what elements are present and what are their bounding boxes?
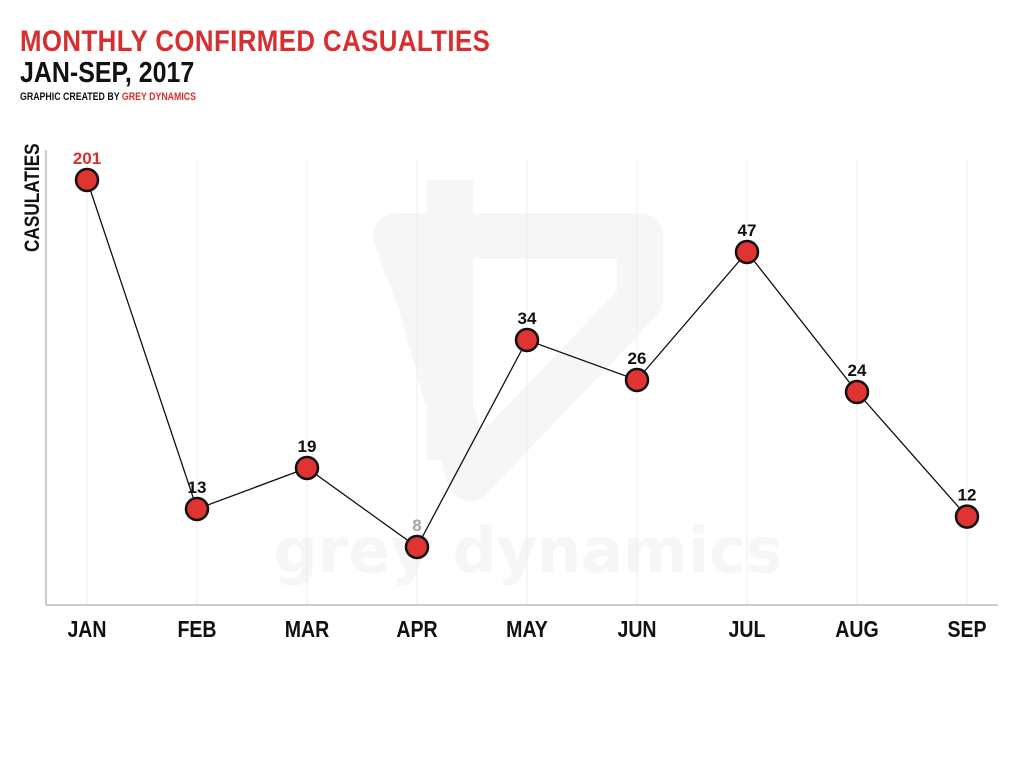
x-tick-aug: AUG [835,617,878,643]
x-tick-apr: APR [396,617,437,643]
data-label-may: 34 [518,309,537,328]
x-tick-jun: JUN [617,617,656,643]
credit-prefix: GRAPHIC CREATED BY [20,91,120,103]
data-label-apr: 8 [412,516,421,535]
data-label-mar: 19 [298,437,317,456]
grey-dynamics-logo-icon [373,180,663,501]
data-point-may[interactable] [514,327,540,353]
data-label-aug: 24 [848,361,867,380]
x-tick-jan: JAN [67,617,106,643]
vertical-gridlines [86,160,968,605]
data-point-jan[interactable] [74,167,100,193]
data-label-feb: 13 [188,478,207,497]
chart-credit: GRAPHIC CREATED BY GREY DYNAMICS [20,90,457,104]
chart-subtitle: JAN-SEP, 2017 [20,57,195,89]
y-axis-label: CASULATIES [22,143,45,252]
data-point-mar[interactable] [294,455,320,481]
data-label-jan: 201 [73,149,101,168]
data-label-sep: 12 [958,486,977,505]
watermark: grey dynamics [273,180,783,587]
data-label-jun: 26 [628,349,647,368]
x-tick-mar: MAR [285,617,329,643]
data-markers [74,167,980,560]
x-tick-may: MAY [506,617,548,643]
chart-title: MONTHLY CONFIRMED CASUALTIES [20,25,491,58]
x-tick-jul: JUL [729,617,766,643]
data-point-sep[interactable] [954,504,980,529]
watermark-text: grey dynamics [273,514,782,587]
data-point-feb[interactable] [184,496,210,522]
data-labels: 201 13 19 8 34 26 47 24 12 [73,149,977,535]
data-point-aug[interactable] [844,379,870,405]
data-label-jul: 47 [738,221,757,240]
data-point-jul[interactable] [734,239,760,265]
data-point-apr[interactable] [404,534,430,560]
x-tick-labels: JAN FEB MAR APR MAY JUN JUL AUG SEP [67,617,986,643]
data-point-jun[interactable] [624,367,650,393]
x-tick-feb: FEB [177,617,216,643]
chart-header: MONTHLY CONFIRMED CASUALTIES JAN-SEP, 20… [20,26,567,104]
x-tick-sep: SEP [947,617,986,643]
credit-brand: GREY DYNAMICS [121,91,197,103]
